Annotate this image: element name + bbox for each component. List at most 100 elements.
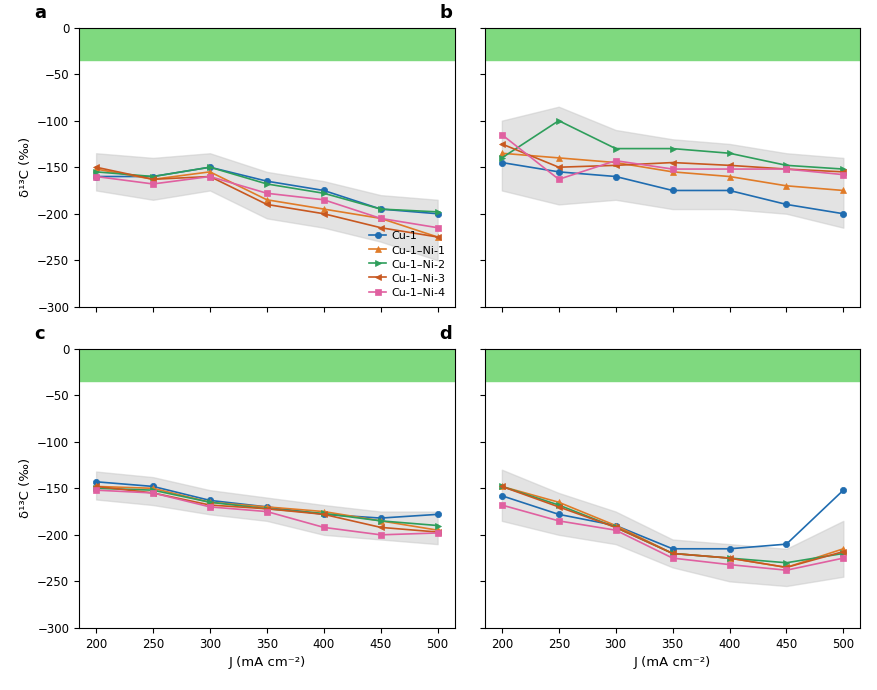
Cu-1–Ni-1 [147,175,158,184]
Cu-1 [724,186,734,195]
Cu-1–Ni-2 [781,559,791,567]
Cu-1–Ni-1 [667,549,677,558]
Y-axis label: δ¹³C (‰): δ¹³C (‰) [18,458,32,518]
Cu-1–Ni-4 [496,501,507,509]
Cu-1–Ni-1 [610,159,620,167]
Cu-1–Ni-3 [838,168,848,176]
Cu-1 [667,186,677,195]
Cu-1–Ni-4 [667,165,677,173]
Text: a: a [34,4,46,22]
Cu-1 [204,163,215,171]
Cu-1 [375,514,386,522]
Text: b: b [439,4,452,22]
Line: Cu-1–Ni-3: Cu-1–Ni-3 [498,141,845,175]
Cu-1–Ni-2 [375,517,386,525]
Cu-1 [147,172,158,181]
Cu-1 [261,177,272,186]
Cu-1 [781,200,791,208]
Cu-1–Ni-3 [724,161,734,170]
Cu-1–Ni-1 [318,507,329,515]
Cu-1–Ni-3 [724,554,734,562]
Line: Cu-1–Ni-4: Cu-1–Ni-4 [93,487,440,538]
Cu-1 [261,503,272,511]
Cu-1–Ni-1 [667,168,677,176]
Cu-1–Ni-1 [724,554,734,562]
Cu-1–Ni-4 [318,196,329,204]
Cu-1–Ni-4 [261,507,272,515]
X-axis label: J (mA cm⁻²): J (mA cm⁻²) [228,656,305,669]
Line: Cu-1–Ni-3: Cu-1–Ni-3 [93,483,440,535]
Cu-1–Ni-3 [318,510,329,518]
Cu-1–Ni-3 [553,163,563,171]
Cu-1 [90,477,101,486]
Cu-1–Ni-1 [204,498,215,506]
Cu-1 [431,210,442,218]
Cu-1–Ni-2 [838,549,848,558]
Cu-1–Ni-2 [724,554,734,562]
Cu-1–Ni-4 [261,189,272,197]
Cu-1–Ni-2 [204,163,215,171]
Cu-1–Ni-1 [781,563,791,571]
Cu-1–Ni-2 [496,482,507,491]
Cu-1–Ni-1 [375,215,386,223]
Cu-1–Ni-3 [610,161,620,170]
X-axis label: J (mA cm⁻²): J (mA cm⁻²) [633,656,710,669]
Y-axis label: δ¹³C (‰): δ¹³C (‰) [18,137,32,197]
Cu-1 [496,159,507,167]
Line: Cu-1–Ni-4: Cu-1–Ni-4 [498,132,845,182]
Cu-1–Ni-4 [90,486,101,494]
Line: Cu-1–Ni-1: Cu-1–Ni-1 [93,166,440,240]
Bar [484,28,859,60]
Cu-1–Ni-2 [375,205,386,213]
Cu-1 [838,210,848,218]
Cu-1–Ni-4 [431,529,442,537]
Cu-1–Ni-1 [496,482,507,491]
Cu-1–Ni-4 [375,215,386,223]
Cu-1–Ni-1 [204,168,215,176]
Line: Cu-1–Ni-1: Cu-1–Ni-1 [498,150,845,194]
Cu-1–Ni-1 [261,196,272,204]
Cu-1–Ni-1 [431,233,442,241]
Cu-1–Ni-2 [431,208,442,216]
Cu-1 [838,486,848,494]
Cu-1–Ni-4 [838,170,848,179]
Line: Cu-1–Ni-4: Cu-1–Ni-4 [498,502,845,573]
Cu-1–Ni-4 [147,489,158,497]
Cu-1–Ni-3 [147,489,158,497]
Cu-1–Ni-3 [553,503,563,511]
Cu-1–Ni-3 [318,210,329,218]
Cu-1–Ni-3 [375,523,386,531]
Cu-1–Ni-1 [90,165,101,173]
Cu-1 [318,186,329,195]
Cu-1 [610,522,620,530]
Cu-1–Ni-1 [781,181,791,190]
Line: Cu-1–Ni-3: Cu-1–Ni-3 [93,164,440,240]
Cu-1–Ni-1 [724,172,734,181]
Cu-1–Ni-4 [496,130,507,139]
Cu-1 [90,172,101,181]
Cu-1–Ni-2 [667,549,677,558]
Line: Cu-1–Ni-4: Cu-1–Ni-4 [93,173,440,231]
Cu-1–Ni-1 [318,205,329,213]
Cu-1–Ni-3 [496,482,507,491]
Cu-1–Ni-2 [318,189,329,197]
Line: Cu-1: Cu-1 [93,164,440,217]
Line: Cu-1–Ni-1: Cu-1–Ni-1 [93,483,440,533]
Bar [79,28,454,60]
Cu-1–Ni-2 [90,168,101,176]
Cu-1–Ni-4 [553,175,563,184]
Cu-1–Ni-1 [838,186,848,195]
Cu-1–Ni-4 [375,531,386,539]
Cu-1–Ni-1 [375,517,386,525]
Line: Cu-1: Cu-1 [498,487,845,552]
Cu-1–Ni-3 [667,549,677,558]
Cu-1–Ni-4 [204,503,215,511]
Cu-1–Ni-2 [147,172,158,181]
Cu-1 [496,491,507,500]
Cu-1–Ni-2 [553,501,563,509]
Cu-1–Ni-3 [431,233,442,241]
Cu-1–Ni-2 [204,498,215,506]
Cu-1–Ni-1 [90,482,101,491]
Cu-1–Ni-2 [610,144,620,152]
Line: Cu-1: Cu-1 [93,479,440,521]
